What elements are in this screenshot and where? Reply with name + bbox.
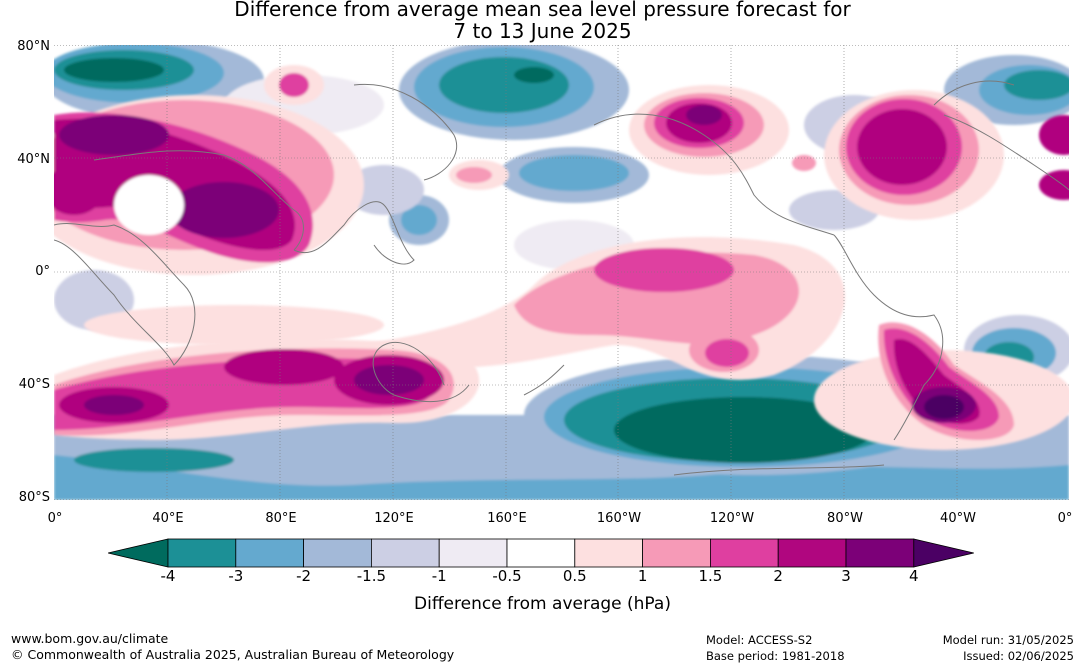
colorbar-tick-label: -1 — [431, 567, 447, 585]
colorbar-label: Difference from average (hPa) — [414, 594, 671, 614]
colorbar-cell — [642, 538, 711, 568]
footer-model-run: Model run: 31/05/2025 — [942, 633, 1074, 647]
colorbar-tick-label: 1.5 — [698, 567, 723, 585]
colorbar-cells — [108, 538, 974, 568]
colorbar — [108, 538, 974, 568]
footer-issued: Issued: 02/06/2025 — [963, 649, 1074, 663]
lat-label-40s: 40°S — [18, 377, 50, 392]
lat-label-80n: 80°N — [17, 39, 50, 54]
map-title-line1: Difference from average mean sea level p… — [234, 0, 851, 21]
lon-label-40w: 40°W — [940, 511, 976, 526]
colorbar-tick-label: -0.5 — [492, 567, 522, 585]
lon-label-0: 0° — [47, 511, 63, 526]
lon-label-80e: 80°E — [265, 511, 297, 526]
northern-high-anomalies — [54, 65, 1069, 275]
lon-label-80w: 80°W — [827, 511, 863, 526]
colorbar-tick-label: 3 — [841, 567, 851, 585]
colorbar-cell — [845, 538, 915, 568]
colorbar-cell — [303, 538, 372, 568]
tropical-high-anomaly — [84, 237, 845, 380]
map-title-line2: 7 to 13 June 2025 — [453, 19, 632, 43]
colorbar-tick-label: 0.5 — [562, 567, 587, 585]
lat-label-40n: 40°N — [17, 152, 50, 167]
footer-url[interactable]: www.bom.gov.au/climate — [11, 631, 169, 646]
colorbar-cell — [710, 538, 779, 568]
lat-label-80s: 80°S — [18, 490, 50, 505]
footer-base-period: Base period: 1981-2018 — [706, 649, 845, 663]
lon-label-160w: 160°W — [596, 511, 642, 526]
colorbar-cell — [370, 538, 440, 568]
colorbar-tick-label: -3 — [228, 567, 244, 585]
lon-label-120w: 120°W — [709, 511, 755, 526]
colorbar-tick-label: 2 — [773, 567, 783, 585]
colorbar-cell — [167, 538, 237, 568]
northern-blue-anomalies — [54, 45, 1069, 330]
colorbar-tick-label: 1 — [637, 567, 648, 585]
colorbar-tick-label: -2 — [296, 567, 312, 585]
lon-label-40e: 40°E — [152, 511, 184, 526]
coastlines — [54, 80, 1069, 476]
colorbar-cell — [574, 538, 643, 568]
lon-label-0-right: 0° — [1057, 511, 1073, 526]
footer-copyright: © Commonwealth of Australia 2025, Austra… — [11, 647, 455, 662]
colorbar-tick-label: 4 — [909, 567, 919, 585]
colorbar-tick-label: -1.5 — [356, 567, 387, 585]
graticule — [54, 45, 1069, 500]
colorbar-cell — [777, 538, 847, 568]
pressure-anomaly-map — [54, 45, 1069, 500]
colorbar-cell — [235, 538, 305, 568]
footer-model: Model: ACCESS-S2 — [706, 633, 813, 647]
lat-label-0: 0° — [35, 264, 50, 279]
colorbar-arrow-high — [913, 538, 974, 568]
lon-label-160e: 160°E — [487, 511, 527, 526]
colorbar-arrow-low — [108, 538, 169, 568]
colorbar-cell — [506, 538, 576, 568]
colorbar-tick-label: -4 — [160, 567, 176, 585]
colorbar-cell — [438, 538, 508, 568]
lon-label-120e: 120°E — [374, 511, 414, 526]
